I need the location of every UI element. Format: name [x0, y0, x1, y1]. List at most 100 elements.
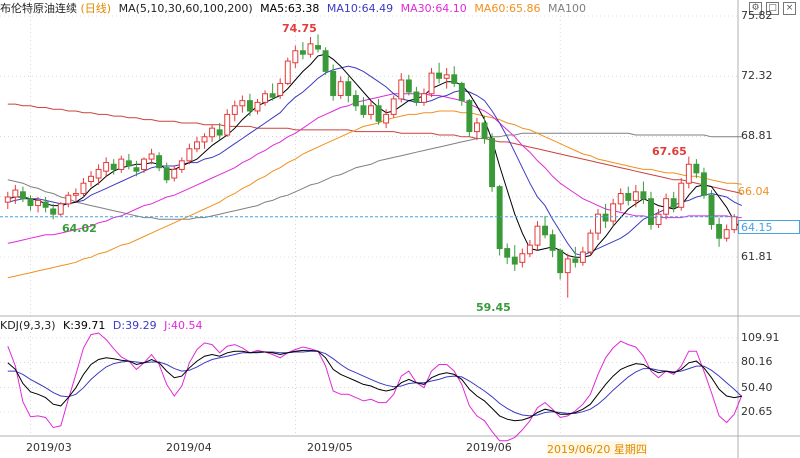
candle-body	[156, 155, 163, 169]
candle-body	[519, 253, 526, 263]
candle-body	[496, 186, 503, 250]
kdj-tick: 80.16	[741, 355, 773, 368]
x-tick-may: 2019/05	[307, 441, 353, 454]
candle-body	[178, 160, 185, 170]
candle-body	[648, 198, 654, 225]
candle-body	[511, 256, 518, 265]
high-label: 74.75	[282, 22, 317, 35]
ma200-line	[7, 103, 742, 194]
kdj-params[interactable]: KDJ(9,3,3)	[0, 319, 56, 332]
ma-params[interactable]: MA(5,10,30,60,100,200)	[118, 2, 253, 15]
candle-body	[27, 198, 34, 207]
candle-body	[375, 105, 382, 122]
candle-body	[133, 167, 140, 172]
candle-body	[617, 193, 624, 205]
candle-body	[405, 79, 412, 93]
candle-body	[299, 50, 306, 55]
candle-body	[171, 168, 178, 179]
close-icon[interactable]: ×	[783, 2, 796, 15]
candle-body	[186, 148, 193, 162]
x-tick-apr: 2019/04	[166, 441, 212, 454]
candle-body	[549, 234, 556, 251]
candle-body	[663, 198, 670, 215]
left-low-label: 64.02	[62, 222, 97, 235]
candle-body	[451, 74, 458, 84]
candle-body	[330, 70, 337, 96]
candle-body	[413, 91, 420, 103]
ma60-level-label: 66.04	[738, 185, 770, 198]
candle-body	[383, 113, 390, 124]
candle-body	[481, 122, 488, 139]
candle-body	[141, 158, 147, 170]
candle-body	[700, 172, 707, 196]
ma5-line	[7, 53, 743, 258]
candle-body	[201, 136, 208, 143]
window-controls: ⚙ □ ×	[749, 2, 796, 18]
candle-body	[731, 216, 738, 231]
ma5-value: MA5:63.38	[260, 2, 320, 15]
candle-body	[307, 43, 314, 55]
selected-date: 2019/06/20 星期四	[547, 441, 647, 457]
period-label[interactable]: (日线)	[80, 2, 112, 15]
kdj-d-value: D:39.29	[112, 319, 157, 332]
candle-body	[42, 201, 49, 208]
candle-body	[564, 258, 571, 274]
candle-body	[428, 72, 435, 95]
current-price-box: 64.15	[738, 220, 800, 234]
ma100-value: MA100	[548, 2, 587, 15]
candle-body	[345, 81, 352, 96]
candle-body	[504, 248, 511, 258]
ma30-value: MA30:64.10	[400, 2, 467, 15]
candle-body	[526, 244, 533, 255]
candle-body	[602, 213, 609, 222]
candle-body	[678, 182, 685, 208]
maximize-icon[interactable]: □	[766, 2, 779, 15]
candle-body	[239, 100, 246, 107]
kdj-tick: 20.65	[741, 405, 773, 418]
recent-high-label: 67.65	[652, 145, 687, 158]
candle-body	[610, 203, 617, 222]
candle-body	[670, 198, 677, 208]
candle-body	[224, 113, 231, 136]
low-label: 59.45	[476, 301, 511, 314]
candle-body	[110, 163, 117, 170]
candle-body	[88, 175, 94, 182]
instrument-title: 布伦特原油连续	[0, 2, 77, 15]
candle-body	[723, 229, 730, 239]
candle-body	[625, 193, 632, 201]
candle-body	[368, 105, 374, 115]
price-tick: 61.81	[741, 250, 773, 263]
settings-icon[interactable]: ⚙	[749, 2, 762, 15]
candle-body	[19, 191, 26, 200]
candle-body	[436, 72, 443, 79]
ma10-value: MA10:64.49	[326, 2, 394, 15]
candle-body	[579, 251, 586, 263]
candle-body	[80, 182, 87, 195]
ma10-line	[7, 65, 743, 257]
kdj-header: KDJ(9,3,3) K:39.71 D:39.29 J:40.54	[0, 318, 400, 334]
candle-body	[352, 94, 359, 107]
candle-body	[595, 213, 601, 234]
candle-body	[421, 93, 427, 103]
kdj-j-line	[7, 332, 743, 442]
candle-body	[693, 163, 700, 174]
candle-body	[632, 191, 639, 201]
candle-body	[655, 213, 662, 225]
candle-body	[12, 189, 19, 198]
candle-body	[209, 127, 216, 138]
candle-body	[65, 194, 72, 205]
ma60-value: MA60:65.86	[474, 2, 541, 15]
ma100-line	[7, 132, 742, 220]
kdj-tick: 50.40	[741, 381, 773, 394]
candle-body	[254, 101, 261, 112]
kdj-tick: 109.91	[741, 331, 780, 344]
price-tick: 72.32	[741, 69, 773, 82]
candle-body	[708, 194, 715, 225]
candle-body	[587, 232, 594, 253]
price-tick: 68.81	[741, 129, 773, 142]
candle-body	[103, 162, 110, 172]
candle-body	[466, 100, 473, 133]
candle-body	[57, 203, 64, 215]
candle-body	[443, 74, 450, 79]
